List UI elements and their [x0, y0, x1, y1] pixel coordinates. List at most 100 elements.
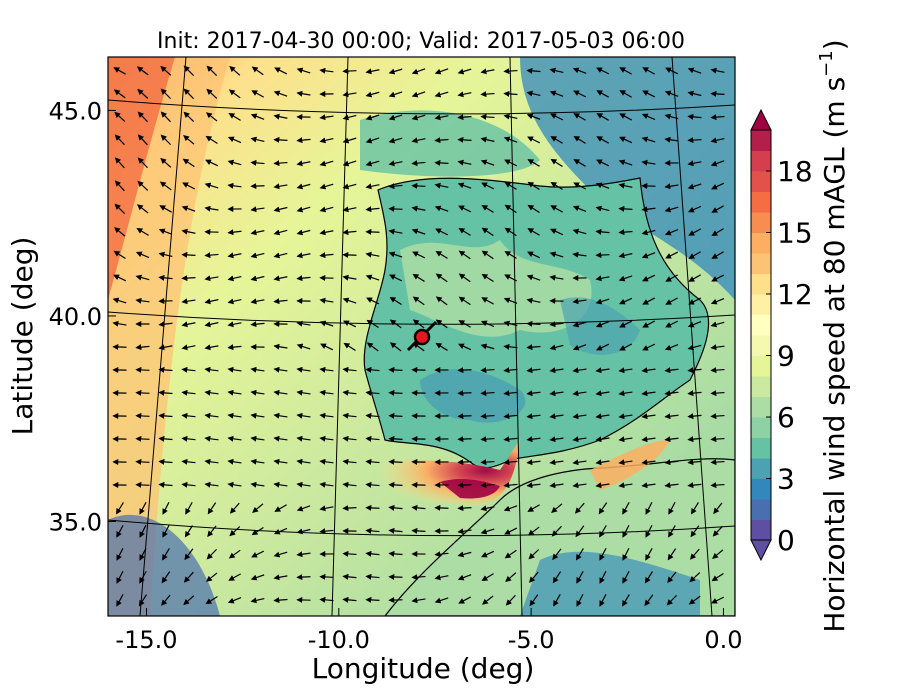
wind-vector-arrow — [526, 90, 541, 97]
colorbar-segment — [751, 355, 771, 377]
wind-vector-arrow — [712, 525, 723, 537]
wind-vector-arrow — [162, 548, 170, 561]
wind-vector-arrow — [641, 252, 656, 259]
wind-vector-arrow — [116, 570, 124, 584]
wind-vector-arrow — [481, 297, 494, 305]
wind-vector-arrow — [205, 135, 218, 145]
wind-vector-arrow — [710, 114, 725, 121]
wind-vector-arrow — [505, 594, 516, 606]
wind-vector-arrow — [389, 319, 402, 329]
wind-vector-arrow — [250, 298, 265, 305]
wind-vector-arrow — [139, 547, 147, 561]
wind-vector-arrow — [458, 320, 471, 328]
colorbar-label: Horizontal wind speed at 80 mAGL (m s−1) — [816, 39, 851, 632]
wind-vector-arrow — [162, 524, 170, 538]
wind-vector-arrow — [526, 67, 541, 74]
wind-vector-arrow — [411, 597, 426, 604]
wind-vector-arrow — [365, 435, 380, 442]
wind-vector-arrow — [388, 228, 403, 235]
wind-vector-arrow — [113, 250, 126, 260]
wind-vector-arrow — [114, 111, 126, 122]
wind-vector-arrow — [388, 412, 403, 419]
wind-vector-arrow — [113, 274, 127, 282]
wind-vector-arrow — [250, 389, 265, 396]
wind-vector-arrow — [551, 525, 562, 537]
wind-vector-arrow — [207, 525, 217, 538]
wind-vector-arrow — [181, 298, 196, 305]
wind-vector-arrow — [458, 596, 472, 604]
wind-vector-arrow — [641, 159, 656, 166]
wind-vector-arrow — [480, 390, 495, 397]
wind-vector-arrow — [273, 113, 288, 120]
colorbar-segment — [751, 519, 771, 541]
wind-vector-arrow — [527, 204, 540, 214]
wind-vector-arrow — [342, 435, 357, 442]
y-axis-label: Latitude (deg) — [6, 237, 39, 436]
wind-vector-arrow — [526, 344, 541, 351]
wind-vector-arrow — [273, 160, 288, 167]
wind-vector-arrow — [181, 205, 196, 212]
wind-vector-arrow — [411, 574, 426, 581]
wind-vector-arrow — [296, 137, 311, 144]
wind-vector-arrow — [618, 367, 633, 374]
wind-vector-arrow — [688, 251, 701, 259]
colorbar-tick-label: 15 — [777, 217, 813, 250]
wind-vector-arrow — [158, 321, 173, 328]
wind-vector-arrow — [411, 114, 426, 121]
wind-vector-arrow — [526, 390, 541, 397]
wind-vector-arrow — [665, 274, 678, 282]
wind-vector-arrow — [273, 481, 288, 488]
wind-vector-arrow — [687, 367, 702, 374]
wind-vector-arrow — [343, 320, 357, 328]
wind-vector-arrow — [527, 251, 541, 259]
wind-vector-arrow — [181, 412, 196, 419]
wind-vector-arrow — [596, 67, 610, 75]
wind-vector-arrow — [158, 366, 173, 373]
wind-vector-arrow — [435, 273, 448, 283]
wind-vector-arrow — [139, 524, 147, 538]
wind-vector-arrow — [435, 296, 448, 306]
wind-vector-arrow — [599, 547, 607, 561]
colorbar — [750, 108, 772, 562]
wind-vector-arrow — [664, 113, 679, 120]
wind-vector-arrow — [273, 551, 288, 558]
wind-vector-arrow — [664, 344, 679, 351]
wind-vector-arrow — [572, 67, 587, 74]
wind-vector-arrow — [388, 160, 403, 167]
wind-vector-arrow — [641, 413, 656, 420]
wind-vector-arrow — [204, 182, 219, 189]
wind-vector-arrow — [135, 481, 150, 488]
wind-vector-arrow — [250, 275, 265, 282]
wind-vector-arrow — [160, 111, 171, 123]
wind-vector-arrow — [641, 459, 656, 466]
wind-vector-arrow — [342, 366, 357, 373]
wind-vector-arrow — [481, 227, 494, 237]
wind-vector-arrow — [618, 229, 633, 236]
colorbar-segment — [751, 171, 771, 192]
wind-vector-arrow — [206, 548, 217, 560]
wind-vector-arrow — [664, 90, 679, 97]
wind-vector-arrow — [250, 597, 265, 604]
wind-vector-arrow — [527, 526, 540, 536]
wind-vector-arrow — [114, 203, 126, 214]
wind-vector-arrow — [665, 67, 679, 75]
wind-vector-arrow — [411, 91, 426, 98]
wind-vector-arrow — [412, 251, 426, 259]
wind-vector-arrow — [273, 298, 288, 305]
graticule-meridian-0 — [671, 57, 713, 616]
wind-vector-arrow — [319, 481, 334, 488]
wind-vector-arrow — [411, 68, 426, 75]
wind-vector-arrow — [227, 321, 242, 328]
colorbar-segment — [751, 314, 771, 336]
wind-vector-arrow — [342, 68, 357, 75]
wind-vector-arrow — [549, 482, 564, 489]
wind-vector-arrow — [595, 367, 610, 374]
wind-vector-arrow — [596, 159, 610, 167]
colorbar-tick-label: 18 — [777, 155, 813, 188]
wind-vector-arrow — [342, 481, 357, 488]
wind-vector-arrow — [549, 413, 564, 420]
wind-vector-arrow — [228, 549, 241, 559]
wind-vector-arrow — [457, 68, 472, 75]
wind-vector-arrow — [250, 229, 265, 236]
wind-vector-arrow — [503, 390, 518, 397]
